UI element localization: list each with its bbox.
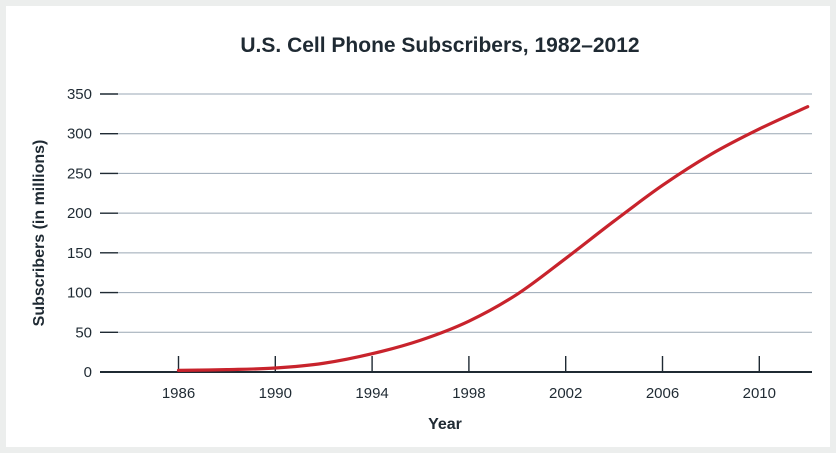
x-tick-label: 1986 (162, 385, 195, 402)
x-tick-label: 2006 (646, 385, 679, 402)
y-tick-label: 350 (67, 86, 92, 103)
x-tick-label: 1998 (452, 385, 485, 402)
subscribers-line (176, 105, 810, 373)
gridlines (100, 93, 812, 333)
data-series (176, 105, 810, 373)
y-axis-label: Subscribers (in millions) (31, 140, 48, 327)
x-tick-label: 1994 (355, 385, 388, 402)
x-tick-label: 2010 (743, 385, 776, 402)
chart-title: U.S. Cell Phone Subscribers, 1982–2012 (240, 34, 639, 57)
y-tick-label: 250 (67, 165, 92, 182)
y-axis-ticks: 0 50 100 150 200 250 300 350 (67, 86, 118, 381)
x-axis: 1986 1990 1994 1998 2002 2006 2010 (100, 356, 812, 402)
y-tick-label: 50 (75, 324, 92, 341)
y-tick-label: 300 (67, 126, 92, 143)
y-tick-label: 100 (67, 285, 92, 302)
chart-panel (6, 6, 830, 447)
y-tick-label: 150 (67, 245, 92, 262)
x-tick-label: 2002 (549, 385, 582, 402)
x-tick-label: 1990 (259, 385, 292, 402)
x-axis-label: Year (428, 416, 462, 433)
y-tick-label: 0 (84, 364, 92, 381)
y-tick-label: 200 (67, 205, 92, 222)
